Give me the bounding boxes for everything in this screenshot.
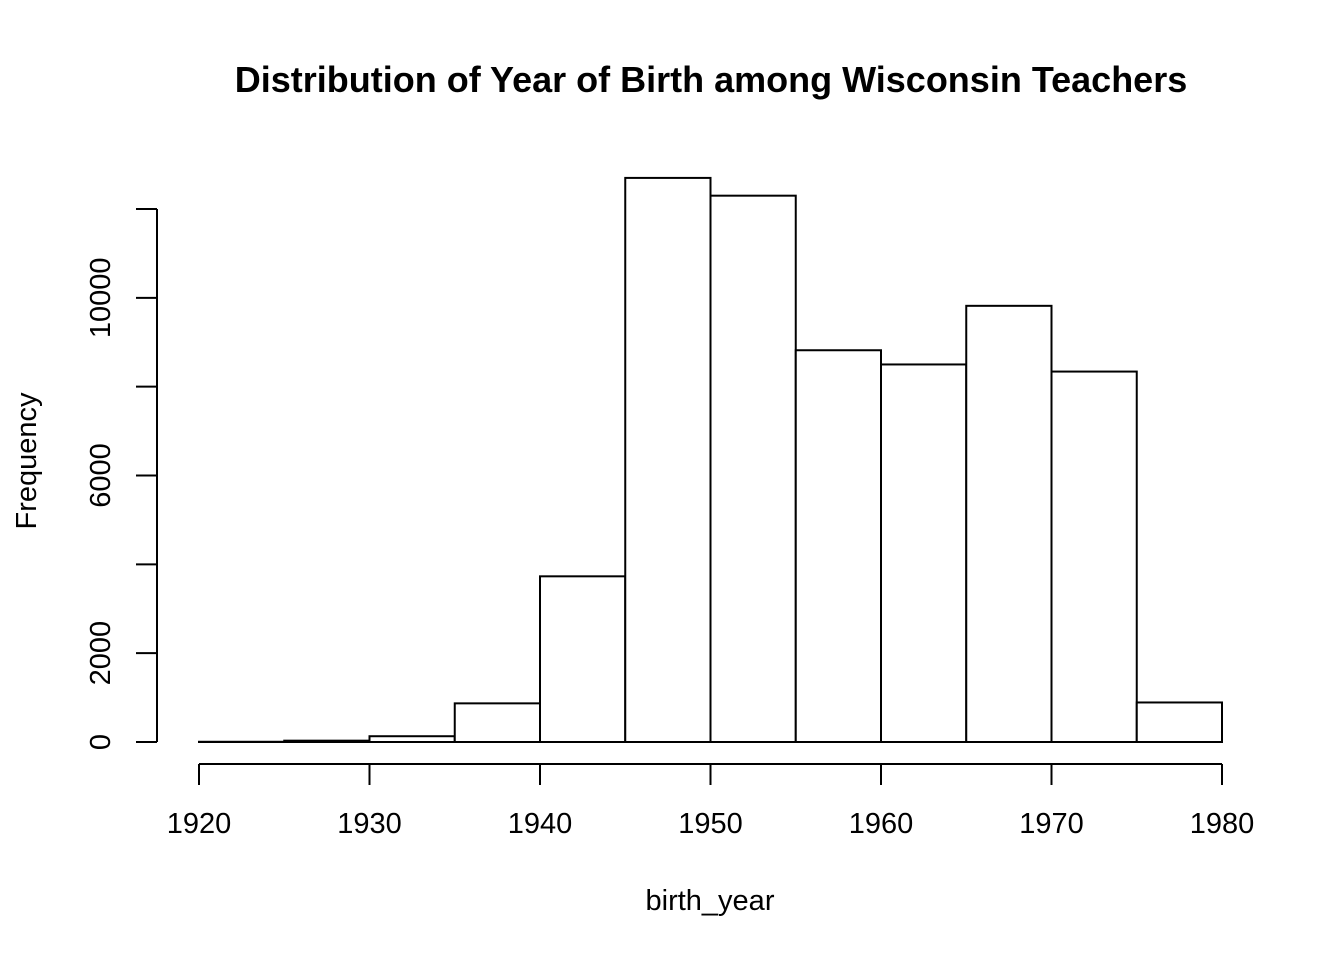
histogram-bar-1930-1935: [368, 735, 456, 743]
y-tick-label-2000: 2000: [85, 621, 117, 686]
histogram-bar-1965-1970: [965, 304, 1053, 743]
x-tick-label-1970: 1970: [1019, 808, 1084, 840]
x-tick-label-1940: 1940: [508, 808, 573, 840]
x-axis-ticks: 1920 1930 1940 1950 1960 1970 1980: [167, 764, 1255, 840]
x-tick-label-1980: 1980: [1190, 808, 1255, 840]
y-axis-ticks: 0 2000 6000 10000: [85, 208, 157, 750]
x-tick-label-1930: 1930: [337, 808, 402, 840]
histogram-bar-1925-1930: [283, 739, 371, 743]
y-tick-label-0: 0: [85, 734, 117, 750]
histogram-bar-1935-1940: [453, 702, 541, 743]
x-tick-label-1960: 1960: [849, 808, 914, 840]
y-tick-label-10000: 10000: [85, 258, 117, 339]
histogram-bar-1960-1965: [880, 363, 968, 743]
histogram-bar-1970-1975: [1050, 370, 1138, 743]
y-tick-label-6000: 6000: [85, 443, 117, 508]
histogram-bar-1945-1950: [624, 176, 712, 744]
bars-group: [198, 176, 1223, 744]
y-axis-label: Frequency: [11, 392, 43, 530]
histogram-bar-1950-1955: [709, 194, 797, 744]
histogram-bar-1975-1980: [1135, 701, 1223, 744]
histogram-bar-1940-1945: [539, 575, 627, 743]
x-axis-label: birth_year: [646, 885, 775, 917]
x-tick-label-1950: 1950: [678, 808, 743, 840]
x-tick-label-1920: 1920: [167, 808, 232, 840]
histogram-bar-1955-1960: [794, 349, 882, 743]
chart-title: Distribution of Year of Birth among Wisc…: [235, 59, 1188, 100]
